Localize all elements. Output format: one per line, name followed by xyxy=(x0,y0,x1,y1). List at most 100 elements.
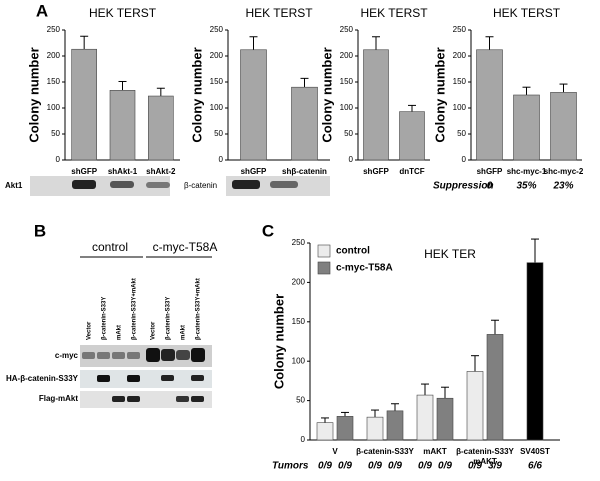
y-tick-label: 50 xyxy=(214,129,223,138)
x-tick-label: β-catenin-S33Y xyxy=(356,447,414,456)
bar xyxy=(240,49,267,161)
bar xyxy=(436,397,454,441)
x-tick-label: SV40ST xyxy=(520,447,550,456)
y-tick-label: 200 xyxy=(292,278,306,287)
bar xyxy=(316,422,334,441)
annotation-value: 0/9 xyxy=(388,461,402,472)
y-tick-label: 150 xyxy=(340,77,354,86)
row-label: Flag-mAkt xyxy=(39,394,78,403)
x-tick-label: mAKT xyxy=(473,457,497,466)
lane-label: Vector xyxy=(87,321,93,340)
chart-title: HEK TERST xyxy=(493,6,561,20)
y-tick-label: 250 xyxy=(292,238,306,247)
bar xyxy=(71,48,97,161)
annotation-value: 0/9 xyxy=(438,461,452,472)
annotation-value: 0/9 xyxy=(338,461,352,472)
annotation-value: 35% xyxy=(516,181,536,192)
y-axis-label: Colony number xyxy=(189,47,204,142)
panel-label: B xyxy=(34,221,46,240)
x-tick-label: β-catenin-S33Y xyxy=(456,447,514,456)
lane-label: mAkt xyxy=(117,325,123,340)
y-tick-label: 150 xyxy=(453,77,467,86)
annotation-value: 0/9 xyxy=(468,461,482,472)
chart-title: HEK TERST xyxy=(360,6,428,20)
group-label: control xyxy=(92,240,128,254)
lane-label: β-catenin-S33Y xyxy=(166,297,172,340)
annotation-value: 3/9 xyxy=(488,461,502,472)
legend-swatch xyxy=(317,244,331,258)
blot-strip xyxy=(30,176,330,196)
annotation-value: 6/6 xyxy=(528,461,542,472)
legend-swatch xyxy=(317,261,331,275)
bar xyxy=(513,94,540,161)
chart-title: HEK TERST xyxy=(245,6,313,20)
blot-label: β-catenin xyxy=(184,181,217,190)
y-tick-label: 100 xyxy=(210,103,224,112)
panel-label: A xyxy=(36,1,48,20)
y-tick-label: 250 xyxy=(340,25,354,34)
x-tick-label: dnTCF xyxy=(399,167,424,176)
annotation-label: Tumors xyxy=(272,461,309,472)
bar xyxy=(109,90,136,161)
y-tick-label: 150 xyxy=(210,77,224,86)
y-axis-label: Colony number xyxy=(26,47,41,142)
y-axis-label: Colony number xyxy=(319,47,334,142)
lane-labels: Vector β-catenin-S33Y mAkt β-catenin-S33Y+m… xyxy=(87,278,202,340)
bar xyxy=(550,92,577,161)
y-axis-label: Colony number xyxy=(432,47,447,142)
blot-label: Akt1 xyxy=(5,181,23,190)
bar xyxy=(399,111,425,161)
y-tick-label: 100 xyxy=(292,356,306,365)
x-tick-label: shGFP xyxy=(363,167,389,176)
y-tick-label: 0 xyxy=(462,155,467,164)
bar xyxy=(486,334,504,441)
y-tick-label: 50 xyxy=(51,129,60,138)
y-tick-label: 150 xyxy=(47,77,61,86)
y-tick-label: 100 xyxy=(453,103,467,112)
y-tick-label: 100 xyxy=(340,103,354,112)
bar xyxy=(466,371,484,441)
lane-label: β-catenin-S33Y+mAkt xyxy=(196,278,202,340)
bar xyxy=(386,410,404,441)
x-tick-label: shc-myc-2 xyxy=(544,167,584,176)
y-tick-label: 0 xyxy=(56,155,61,164)
y-tick-label: 200 xyxy=(47,51,61,60)
legend-label: c-myc-T58A xyxy=(336,263,393,274)
bar xyxy=(476,49,503,161)
y-tick-label: 0 xyxy=(219,155,224,164)
x-tick-label: shβ-catenin xyxy=(282,167,327,176)
legend-label: control xyxy=(336,246,370,257)
chart-title: HEK TERST xyxy=(89,6,157,20)
bar xyxy=(526,262,544,441)
lane-label: β-catenin-S33Y xyxy=(102,297,108,340)
y-tick-label: 200 xyxy=(340,51,354,60)
annotation-value: 0/9 xyxy=(318,461,332,472)
x-tick-label: mAKT xyxy=(423,447,447,456)
bar xyxy=(336,416,354,441)
annotation-value: 0/9 xyxy=(418,461,432,472)
y-tick-label: 150 xyxy=(292,317,306,326)
x-tick-label: V xyxy=(332,447,338,456)
y-axis-label: Colony number xyxy=(271,294,286,389)
y-tick-label: 200 xyxy=(453,51,467,60)
x-tick-label: shc-myc-1 xyxy=(507,167,547,176)
y-tick-label: 100 xyxy=(47,103,61,112)
row-label: c-myc xyxy=(55,351,79,360)
panel-label: C xyxy=(262,221,274,240)
x-tick-label: shGFP xyxy=(71,167,97,176)
y-tick-label: 50 xyxy=(344,129,353,138)
annotation-label: Suppression xyxy=(433,181,494,192)
y-tick-label: 50 xyxy=(457,129,466,138)
y-tick-label: 0 xyxy=(349,155,354,164)
bar xyxy=(366,416,384,441)
y-tick-label: 200 xyxy=(210,51,224,60)
x-tick-label: shAkt-2 xyxy=(146,167,176,176)
y-tick-label: 250 xyxy=(210,25,224,34)
annotation-value: 23% xyxy=(552,181,573,192)
lane-label: mAkt xyxy=(181,325,187,340)
lane-label: Vector xyxy=(151,321,157,340)
x-tick-label: shAkt-1 xyxy=(108,167,138,176)
chart-title: HEK TER xyxy=(424,247,476,261)
y-tick-label: 50 xyxy=(296,396,305,405)
annotation-value: 0 xyxy=(487,181,493,192)
